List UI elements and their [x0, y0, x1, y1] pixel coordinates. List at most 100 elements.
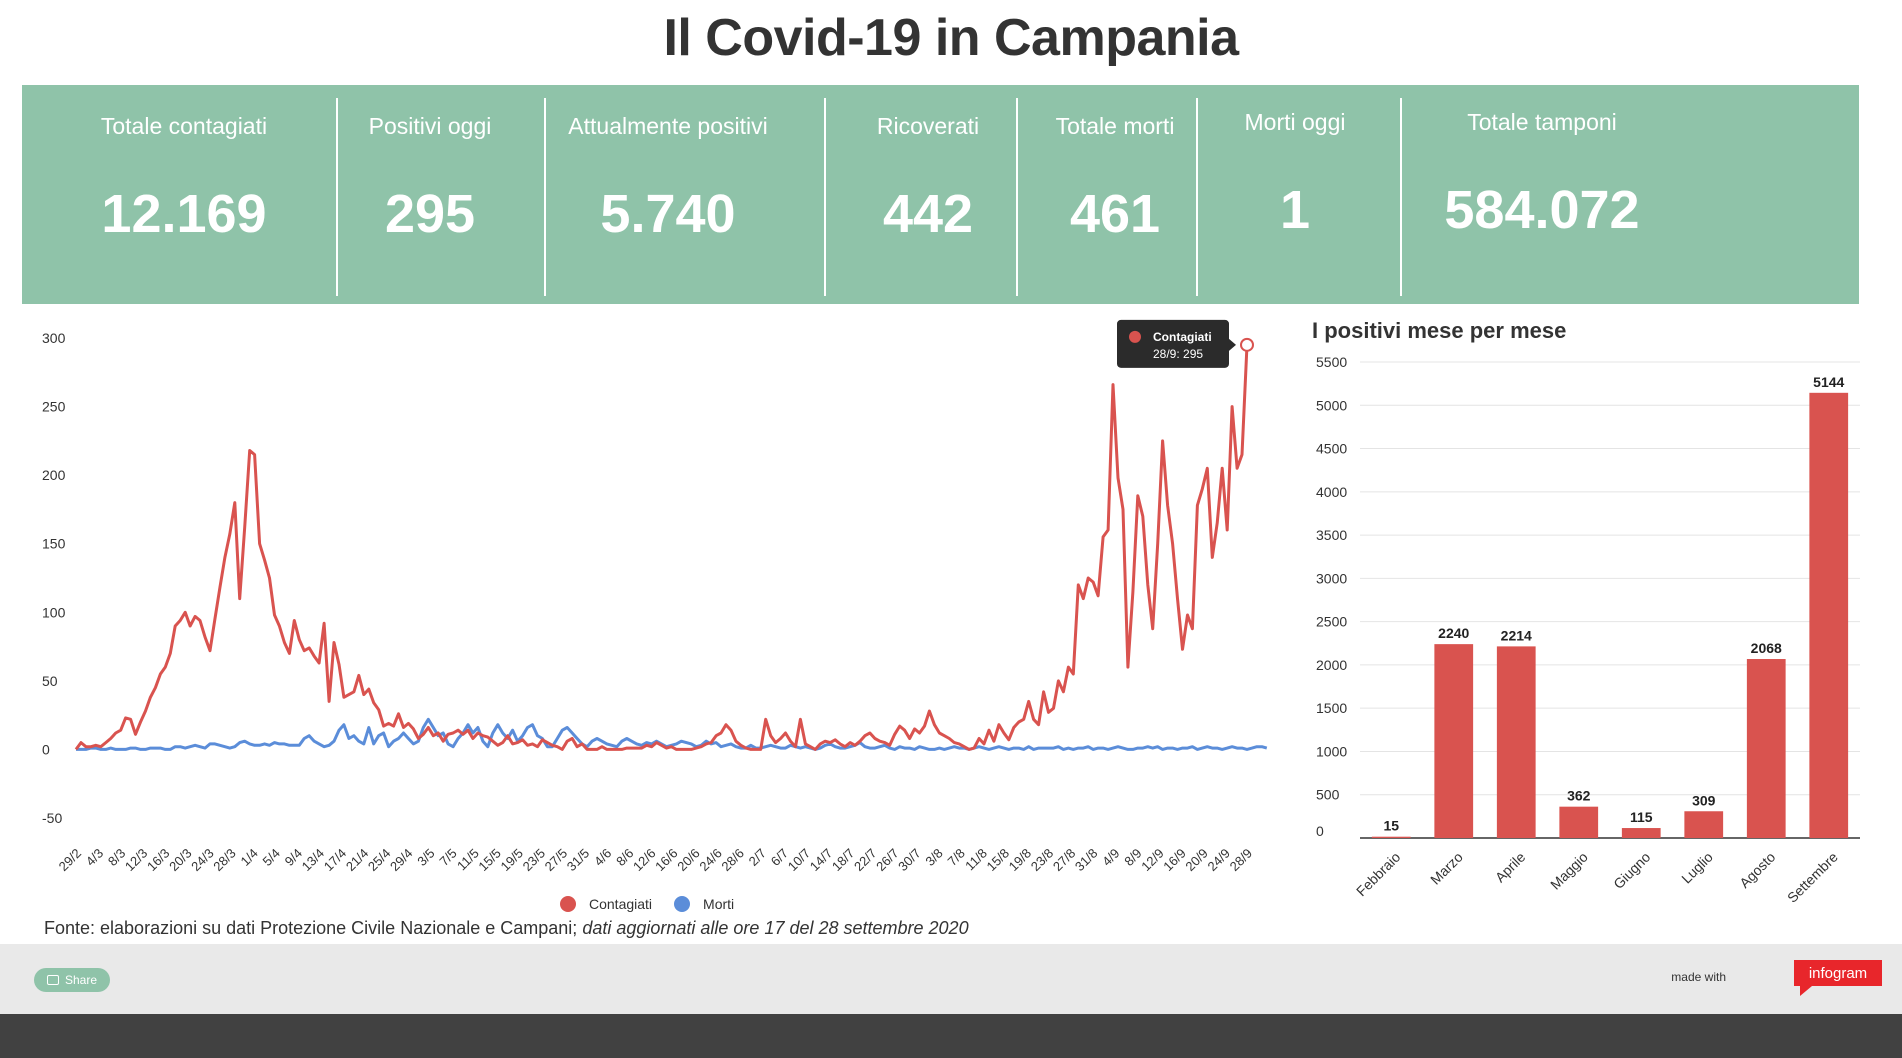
- x-tick-label: 20/3: [166, 846, 195, 875]
- x-tick-label: 28/3: [210, 846, 239, 875]
- bar-value-label: 2214: [1501, 627, 1532, 643]
- stat-divider: [1016, 98, 1018, 296]
- bar-value-label: 2240: [1438, 625, 1469, 641]
- y-tick-label: 0: [42, 741, 50, 757]
- bar: [1684, 811, 1724, 838]
- stat-value: 5.740: [600, 184, 736, 244]
- x-tick-label: 4/3: [83, 846, 106, 869]
- legend-item-morti[interactable]: Morti: [674, 896, 734, 912]
- x-tick-label: 12/3: [122, 846, 151, 875]
- y-tick-label: 500: [1316, 787, 1340, 803]
- stat-totale-contagiati: Totale contagiati 12.169: [64, 85, 304, 304]
- bar-value-label: 2068: [1751, 640, 1782, 656]
- x-tick-label: 5/4: [260, 846, 283, 869]
- stat-ricoverati: Ricoverati 442: [828, 85, 1028, 304]
- legend-dot-icon: [674, 896, 691, 912]
- tooltip-arrow: [1229, 338, 1236, 351]
- x-tick-label: 2/7: [746, 846, 769, 869]
- x-tick-label: 11/5: [454, 846, 482, 874]
- x-tick-label: 11/8: [962, 846, 990, 874]
- source-text: Fonte: elaborazioni su dati Protezione C…: [44, 918, 578, 938]
- stat-value: 1: [1279, 180, 1311, 240]
- x-tick-label: 17/4: [321, 846, 350, 875]
- y-tick-label: 0: [1316, 823, 1324, 839]
- x-tick-label: 28/9: [1227, 846, 1256, 875]
- line-chart-legend: Contagiati Morti: [560, 892, 756, 916]
- x-tick-label: 27/5: [542, 846, 571, 875]
- monthly-positives-bar-chart: I positivi mese per mese5500500045004000…: [1312, 318, 1860, 906]
- bar-value-label: 309: [1692, 792, 1716, 808]
- stat-label: Morti oggi: [1244, 109, 1346, 135]
- stat-value: 584.072: [1444, 180, 1640, 240]
- x-tick-label: 22/7: [851, 846, 880, 875]
- share-icon: [46, 975, 59, 985]
- stat-totale-tamponi: Totale tamponi 584.072: [1412, 81, 1672, 300]
- bar: [1809, 392, 1849, 838]
- x-tick-label: 12/6: [630, 846, 659, 875]
- tooltip-dot: [1129, 330, 1141, 343]
- series-line-morti: [76, 717, 1268, 751]
- x-tick-label: 16/3: [144, 846, 173, 875]
- bar-value-label: 5144: [1813, 374, 1844, 390]
- x-tick-label: 16/6: [652, 846, 681, 875]
- tooltip-box: [1117, 319, 1229, 368]
- bar: [1434, 644, 1474, 838]
- source-note: Fonte: elaborazioni su dati Protezione C…: [44, 918, 969, 939]
- x-tick-label: 19/8: [1006, 846, 1035, 875]
- stat-value: 12.169: [101, 184, 267, 244]
- share-button[interactable]: Share: [34, 968, 110, 992]
- legend-item-contagiati[interactable]: Contagiati: [560, 896, 652, 912]
- legend-dot-icon: [560, 896, 576, 912]
- bar-value-label: 15: [1383, 818, 1399, 834]
- x-tick-label: 26/7: [873, 846, 902, 875]
- bar: [1621, 828, 1661, 838]
- x-tick-label: 31/5: [564, 846, 593, 875]
- tooltip-title: Contagiati: [1153, 330, 1212, 344]
- x-tick-label: Settembre: [1784, 849, 1841, 906]
- x-tick-label: 21/4: [343, 846, 372, 875]
- x-tick-label: 15/8: [984, 846, 1013, 875]
- footer-bar: Share made with infogram: [0, 944, 1902, 1014]
- infogram-logo[interactable]: infogram: [1794, 960, 1882, 986]
- x-tick-label: 30/7: [895, 846, 924, 875]
- x-tick-label: 23/5: [520, 846, 549, 875]
- bar-value-label: 115: [1630, 809, 1653, 825]
- bar: [1496, 646, 1536, 838]
- x-tick-label: 25/4: [365, 846, 394, 875]
- x-tick-label: 14/7: [807, 846, 836, 875]
- bar-chart-title: I positivi mese per mese: [1312, 318, 1566, 343]
- x-tick-label: 27/8: [1050, 846, 1079, 875]
- made-with-text: made with: [1671, 970, 1726, 984]
- y-tick-label: 5000: [1316, 397, 1347, 413]
- x-tick-label: 18/7: [829, 846, 858, 875]
- x-tick-label: 28/6: [718, 846, 747, 875]
- stat-value: 295: [384, 184, 476, 244]
- x-tick-label: 16/9: [1160, 846, 1189, 875]
- stat-divider: [1400, 98, 1402, 296]
- x-tick-label: 29/4: [387, 846, 416, 875]
- x-tick-label: Maggio: [1547, 849, 1591, 893]
- x-tick-label: Agosto: [1736, 849, 1778, 891]
- y-tick-label: 2500: [1316, 614, 1347, 630]
- legend-label: Morti: [703, 896, 735, 912]
- x-tick-label: Marzo: [1427, 849, 1466, 888]
- x-tick-label: Aprile: [1492, 849, 1529, 886]
- y-tick-label: 3500: [1316, 527, 1347, 543]
- y-tick-label: 1000: [1316, 743, 1347, 759]
- y-tick-label: 4500: [1316, 441, 1347, 457]
- x-tick-label: 20/9: [1182, 846, 1211, 875]
- bottom-bar: [0, 1014, 1902, 1058]
- stat-label: Totale contagiati: [100, 113, 268, 139]
- x-tick-label: Luglio: [1678, 849, 1716, 887]
- y-tick-label: 250: [42, 399, 66, 415]
- stat-morti-oggi: Morti oggi 1: [1200, 81, 1390, 300]
- x-tick-label: 24/3: [188, 846, 217, 875]
- x-tick-label: 13/4: [299, 846, 328, 875]
- stat-divider: [544, 98, 546, 296]
- y-tick-label: 150: [42, 536, 66, 552]
- x-tick-label: 23/8: [1028, 846, 1057, 875]
- tooltip-value: 28/9: 295: [1153, 347, 1203, 361]
- x-tick-label: 4/9: [1099, 846, 1122, 869]
- y-tick-label: 50: [42, 673, 58, 689]
- x-tick-label: 24/6: [696, 846, 725, 875]
